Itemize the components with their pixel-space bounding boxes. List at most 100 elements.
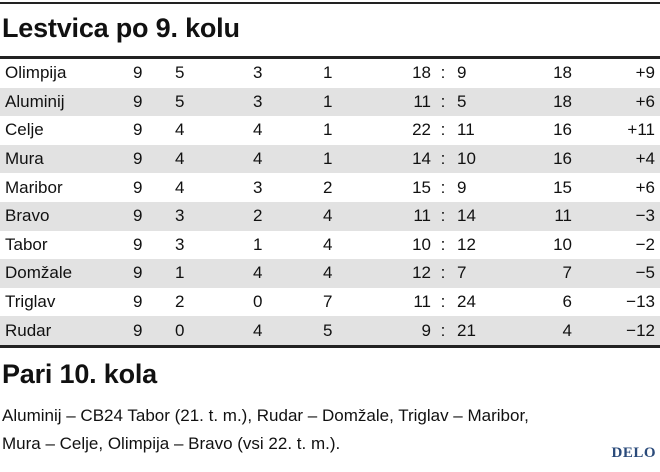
games-played-cell: 9	[133, 177, 143, 197]
goals-against-cell: 5	[449, 87, 517, 117]
goal-difference-cell: +6	[635, 177, 655, 197]
wins-cell: 3	[175, 234, 185, 254]
team-cell: Aluminij	[0, 87, 123, 117]
games-played-cell: 9	[133, 120, 143, 140]
wins-cell: 5	[175, 87, 253, 117]
goals-against-cell: 24	[457, 292, 476, 312]
games-played-cell: 9	[123, 201, 175, 231]
points-cell: 18	[553, 63, 572, 83]
games-played-cell: 9	[123, 144, 175, 174]
team-cell: Maribor	[5, 177, 63, 197]
goal-difference-cell: −12	[572, 316, 660, 345]
goals-against-cell: 21	[449, 316, 517, 345]
goal-difference-cell: −3	[572, 201, 660, 231]
standings-table: Olimpija 9 5 3 1 18:9 18 +9 Aluminij 9 5 3 1 11:5 18 +6…	[0, 59, 660, 345]
wins-cell: 4	[175, 144, 253, 174]
losses-cell: 1	[323, 63, 333, 83]
games-played-cell: 9	[123, 87, 175, 117]
points-cell: 7	[517, 259, 572, 288]
goals-against-cell: 9	[457, 63, 467, 83]
wins-cell: 4	[175, 120, 185, 140]
wins-cell: 5	[175, 63, 185, 83]
points-cell: 11	[517, 201, 572, 231]
wins-cell: 4	[175, 177, 185, 197]
team-cell: Bravo	[0, 201, 123, 231]
draws-cell: 4	[253, 259, 323, 288]
score-separator: :	[440, 177, 446, 197]
games-played-cell: 9	[133, 234, 143, 254]
table-row: Tabor 9 3 1 4 10:12 10 −2	[0, 231, 660, 260]
pairs-line-1: Aluminij – CB24 Tabor (21. t. m.), Rudar…	[2, 406, 529, 425]
losses-cell: 4	[323, 234, 333, 254]
losses-cell: 1	[323, 87, 383, 117]
wins-cell: 0	[175, 316, 253, 345]
points-cell: 16	[517, 144, 572, 174]
games-played-cell: 9	[123, 316, 175, 345]
goal-difference-cell: −13	[626, 292, 655, 312]
goals-for-cell: 9	[383, 316, 437, 345]
points-cell: 10	[553, 234, 572, 254]
draws-cell: 2	[253, 201, 323, 231]
wins-cell: 3	[175, 201, 253, 231]
team-cell: Mura	[0, 144, 123, 174]
goals-for-cell: 14	[383, 144, 437, 174]
table-row: Mura 9 4 4 1 14:10 16 +4	[0, 144, 660, 174]
losses-cell: 4	[323, 259, 383, 288]
standings-title: Lestvica po 9. kolu	[2, 13, 240, 43]
score-separator: :	[437, 316, 449, 345]
draws-cell: 3	[253, 87, 323, 117]
top-rule	[0, 2, 660, 4]
pairs-title: Pari 10. kola	[2, 359, 157, 389]
team-cell: Domžale	[0, 259, 123, 288]
table-row: Olimpija 9 5 3 1 18:9 18 +9	[0, 59, 660, 88]
games-played-cell: 9	[133, 292, 143, 312]
goals-for-cell: 12	[383, 259, 437, 288]
table-top-rule	[0, 56, 660, 59]
losses-cell: 1	[323, 120, 333, 140]
losses-cell: 2	[323, 177, 333, 197]
table-row: Domžale 9 1 4 4 12:7 7 −5	[0, 259, 660, 288]
score-separator: :	[437, 201, 449, 231]
score-separator: :	[437, 259, 449, 288]
draws-cell: 3	[253, 177, 263, 197]
table-row: Celje 9 4 4 1 22:11 16 +11	[0, 116, 660, 145]
games-played-cell: 9	[133, 63, 143, 83]
team-cell: Celje	[5, 120, 44, 140]
goals-for-cell: 11	[383, 87, 437, 117]
draws-cell: 4	[253, 120, 263, 140]
pairs-line-2: Mura – Celje, Olimpija – Bravo (vsi 22. …	[2, 434, 341, 453]
points-cell: 16	[553, 120, 572, 140]
wins-cell: 1	[175, 259, 253, 288]
goals-against-cell: 11	[457, 120, 475, 140]
points-cell: 15	[553, 177, 572, 197]
goal-difference-cell: −5	[572, 259, 660, 288]
team-cell: Tabor	[5, 234, 48, 254]
goals-against-cell: 7	[449, 259, 517, 288]
score-separator: :	[437, 144, 449, 174]
goals-against-cell: 9	[457, 177, 467, 197]
score-separator: :	[440, 292, 446, 312]
draws-cell: 3	[253, 63, 263, 83]
losses-cell: 5	[323, 316, 383, 345]
team-cell: Triglav	[5, 292, 56, 312]
losses-cell: 1	[323, 144, 383, 174]
wins-cell: 2	[175, 292, 185, 312]
draws-cell: 0	[253, 292, 263, 312]
games-played-cell: 9	[123, 259, 175, 288]
losses-cell: 4	[323, 201, 383, 231]
goals-for-cell: 11	[383, 201, 437, 231]
table-row: Triglav 9 2 0 7 11:24 6 −13	[0, 288, 660, 317]
goal-difference-cell: +9	[635, 63, 655, 83]
table-bottom-rule	[0, 345, 660, 348]
goals-against-cell: 14	[449, 201, 517, 231]
team-cell: Olimpija	[5, 63, 67, 83]
table-row: Bravo 9 3 2 4 11:14 11 −3	[0, 201, 660, 231]
score-separator: :	[440, 120, 446, 140]
score-separator: :	[440, 63, 446, 83]
draws-cell: 4	[253, 144, 323, 174]
draws-cell: 1	[253, 234, 263, 254]
points-cell: 6	[562, 292, 572, 312]
points-cell: 4	[517, 316, 572, 345]
goal-difference-cell: +11	[627, 120, 655, 140]
goals-for-cell: 10	[412, 234, 431, 254]
